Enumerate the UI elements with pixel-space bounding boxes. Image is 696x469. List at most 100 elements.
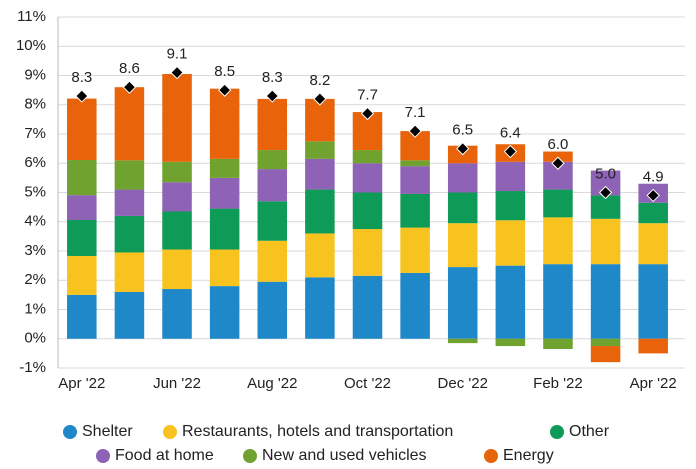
bar-segment [305,277,335,339]
legend-swatch [243,449,257,463]
bar-segment [114,87,145,161]
bar-segment [257,169,288,202]
x-tick-label: Aug '22 [247,375,297,392]
y-tick-label: 11% [17,8,46,25]
total-marker [170,65,184,80]
data-label: 4.9 [643,168,664,185]
bar-segment [67,160,97,196]
bar-segment [209,208,240,250]
bar-segment [257,98,288,151]
bar-segment [352,192,383,230]
bar-segment [305,189,335,234]
total-marker [360,106,375,121]
bar-segment [400,166,430,194]
x-tick-label: Dec '22 [438,375,488,392]
data-label: 8.3 [262,69,283,86]
bar-segment [638,223,668,265]
bar-segment [400,272,430,339]
bar-segment [543,217,573,265]
bar-segment [257,150,288,170]
y-tick-label: 10% [16,37,46,54]
y-tick-label: 7% [24,125,46,142]
y-tick-label: 4% [24,213,46,230]
y-tick-label: 9% [24,66,46,83]
legend-label: New and used vehicles [262,447,427,464]
bar-segment [590,264,621,339]
total-marker [313,92,327,106]
data-label: 7.7 [357,86,378,103]
legend-swatch [163,425,177,439]
bar-segment [209,158,240,178]
bar-segment [400,160,430,167]
bar-segment [590,346,621,363]
bar-segment [257,201,288,241]
y-tick-label: -1% [19,359,46,376]
bar-segment [400,227,430,273]
legend-swatch [96,449,110,463]
x-tick-label: Feb '22 [533,375,583,392]
bar-segment [162,211,192,250]
total-marker [503,144,518,159]
bar-segment [162,289,192,339]
total-marker [122,80,137,94]
total-marker [551,156,565,170]
bar-segment [638,338,668,354]
bar-segment [543,338,573,349]
bar-segment [67,219,97,256]
total-marker [646,188,660,203]
total-marker [598,185,613,200]
total-marker [408,124,422,138]
legend-label: Food at home [115,447,214,464]
bar-segment [447,223,478,268]
bar-segment [114,189,145,216]
bar-segment [447,267,478,339]
legend-swatch [484,449,498,463]
bar-segment [305,158,335,190]
bar-segment [67,294,97,339]
bar-segment [162,182,192,212]
data-label: 6.4 [500,125,521,142]
bar-segment [495,191,526,221]
bar-segment [209,249,240,287]
bar-segment [638,264,668,339]
bar-segment [590,338,621,347]
bar-segment [162,249,192,290]
bar-segment [305,141,335,159]
bar-segment [543,189,573,218]
bar-segment [352,163,383,193]
bar-segment [209,286,240,339]
data-label: 8.6 [119,60,140,77]
bar-segment [257,240,288,282]
legend-label: Other [569,423,610,440]
bar-segment [352,150,383,164]
x-tick-label: Oct '22 [344,375,391,392]
legend-swatch [63,425,77,439]
y-tick-label: 8% [24,96,46,113]
legend-label: Restaurants, hotels and transportation [182,423,453,440]
bar-segment [447,163,478,193]
bar-segment [495,220,526,266]
total-marker [75,89,89,103]
total-marker [456,141,470,156]
bar-segment [67,255,97,295]
y-tick-label: 5% [24,183,46,200]
bar-segment [447,192,478,224]
y-tick-label: 0% [24,330,46,347]
x-tick-label: Apr '22 [58,375,105,392]
bar-segment [114,215,145,253]
legend-label: Energy [503,447,554,464]
y-tick-label: 3% [24,242,46,259]
bar-segment [447,338,478,344]
bar-segment [305,233,335,278]
data-label: 5.0 [595,165,616,182]
bar-segment [162,74,192,162]
x-tick-label: Jun '22 [153,375,201,392]
legend-label: Shelter [82,423,133,440]
x-tick-label: Apr '22 [630,375,677,392]
bar-segment [67,98,97,161]
y-tick-label: 6% [24,154,46,171]
bar-segment [114,252,145,292]
data-label: 7.1 [405,104,426,121]
legend-swatch [550,425,564,439]
